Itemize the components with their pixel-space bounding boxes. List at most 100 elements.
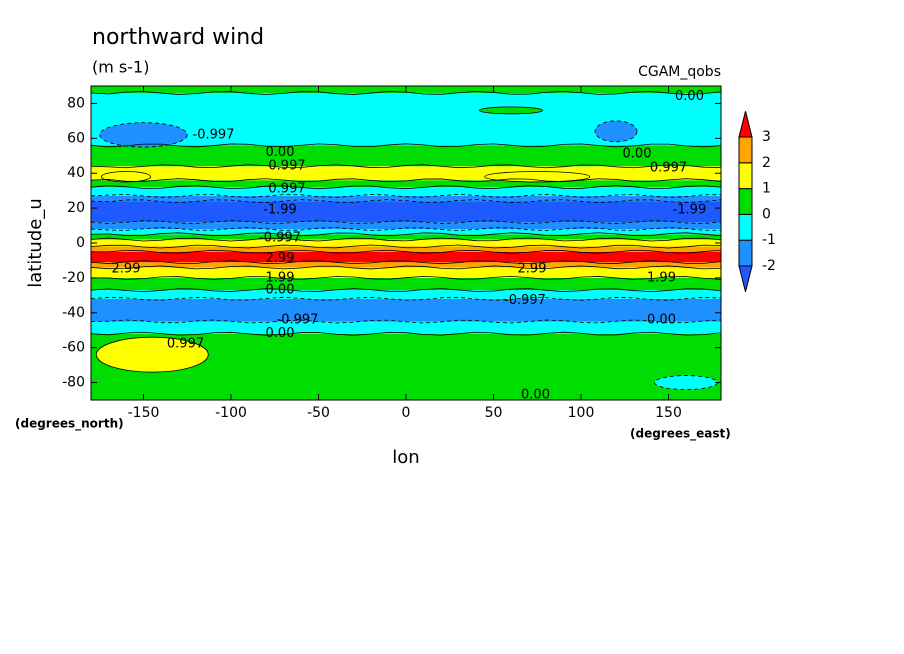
contour-line [91, 143, 721, 148]
contour-band [91, 298, 721, 322]
x-tick-label: 0 [402, 405, 411, 421]
colorbar-low [738, 265, 753, 292]
contour-line [91, 185, 721, 190]
contour-label: 0.00 [623, 147, 652, 162]
contour-patch [594, 120, 638, 143]
contour-line [91, 319, 721, 324]
contour-band [91, 290, 721, 299]
contour-line [91, 249, 721, 254]
contour-band [91, 239, 721, 247]
contour-label: -1.99 [263, 202, 297, 217]
x-axis-label: lon [392, 447, 419, 468]
contour-band [91, 321, 721, 334]
y-tick-label: -20 [62, 270, 85, 286]
contour-label: 1.99 [266, 270, 295, 285]
y-tick-label: 40 [67, 165, 85, 181]
contour-patch [99, 122, 188, 148]
contour-band [91, 277, 721, 291]
contour-band [91, 267, 721, 278]
x-tick-label: 50 [485, 405, 503, 421]
contour-patch [95, 336, 209, 373]
contour-line [91, 91, 721, 95]
contour-band [91, 187, 721, 196]
contour-label: 0.00 [266, 145, 295, 160]
colorbar-box [738, 188, 753, 215]
contour-patch [101, 171, 151, 183]
y-tick-label: 0 [76, 235, 85, 251]
chart-subtitle: (m s-1) [92, 58, 149, 77]
contour-line [91, 194, 721, 198]
contour-label: 0.997 [268, 181, 305, 196]
contour-label: 0.997 [268, 159, 305, 174]
contour-band [91, 145, 721, 167]
colorbar-box [738, 239, 753, 267]
contour-band [91, 180, 721, 188]
contour-label: 0.00 [521, 387, 550, 402]
contour-label: 0.00 [675, 89, 704, 104]
contour-line [91, 331, 721, 336]
colorbar-high [738, 111, 753, 138]
colorbar-label: 3 [762, 129, 771, 145]
y-units: (degrees_north) [15, 417, 124, 432]
x-units: (degrees_east) [630, 427, 731, 442]
contour-band [91, 251, 721, 263]
colorbar-label: 2 [762, 155, 771, 171]
contour-label: -0.997 [277, 312, 319, 327]
contour-label: 0.00 [266, 283, 295, 298]
y-tick-label: 60 [67, 130, 85, 146]
contour-band [91, 222, 721, 230]
contour-label: -0.997 [193, 127, 235, 142]
contour-label: 1.99 [647, 270, 676, 285]
y-tick-label: -60 [62, 340, 85, 356]
contour-label: 2.99 [518, 262, 547, 277]
colorbar-label: -1 [762, 232, 776, 248]
contour-line [91, 296, 721, 301]
contour-band [91, 246, 721, 252]
x-tick-label: 100 [568, 405, 595, 421]
contour-line [91, 288, 721, 292]
chart-title: northward wind [92, 25, 264, 50]
contour-label: 2.99 [112, 262, 141, 277]
contour-line [91, 178, 721, 183]
colorbar-label: 0 [762, 206, 771, 222]
contour-line [91, 232, 721, 237]
contour-line [91, 227, 721, 231]
contour-line [91, 260, 721, 265]
contour-line [91, 164, 721, 169]
contour-label: 0.997 [167, 337, 204, 352]
contour-label: 0.997 [650, 160, 687, 175]
x-tick-label: -150 [128, 405, 160, 421]
contour-label: -0.997 [259, 230, 301, 245]
contour-line [91, 199, 721, 204]
contour-label: -1.99 [673, 202, 707, 217]
contour-line [91, 237, 721, 242]
contour-patch [484, 171, 591, 183]
contour-line [91, 265, 721, 270]
annotation: CGAM_qobs [638, 64, 721, 80]
contour-line [91, 220, 721, 224]
y-tick-label: -80 [62, 375, 85, 391]
colorbar-box [738, 213, 753, 241]
contour-patch [479, 106, 543, 115]
y-axis-label: latitude_u [25, 198, 46, 287]
contour-patch [654, 375, 718, 390]
contour-band [91, 229, 721, 235]
y-tick-label: 80 [67, 95, 85, 111]
colorbar-label: 1 [762, 181, 771, 197]
contour-label: 0.00 [266, 326, 295, 341]
contour-label: -0.997 [504, 293, 546, 308]
contour-band [91, 201, 721, 223]
colorbar-box [738, 162, 753, 190]
contour-band [91, 234, 721, 240]
y-tick-label: 20 [67, 200, 85, 216]
y-tick-label: -40 [62, 305, 85, 321]
colorbar-box [738, 136, 753, 164]
contour-band [91, 195, 721, 202]
x-tick-label: 150 [655, 405, 682, 421]
contour-line [91, 244, 721, 249]
x-tick-label: -50 [307, 405, 330, 421]
contour-band [91, 166, 721, 181]
contour-label: 2.99 [266, 251, 295, 266]
